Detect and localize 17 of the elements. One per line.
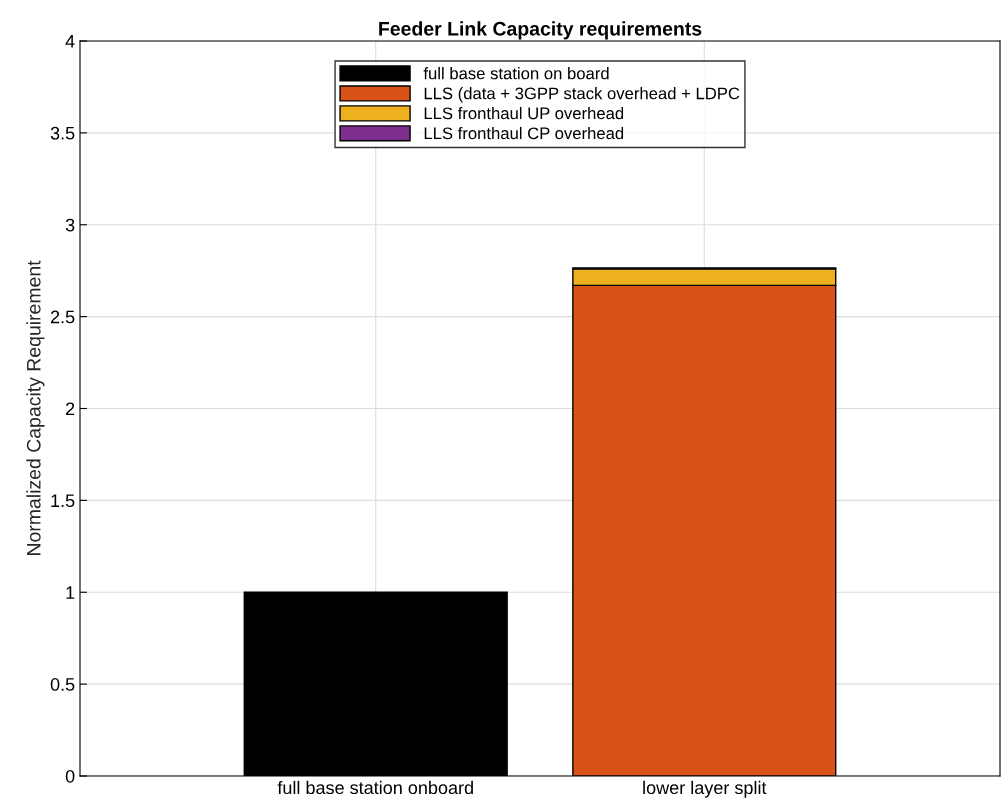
y-tick-label: 0.5 bbox=[50, 678, 75, 691]
y-tick-label: 3 bbox=[65, 218, 75, 232]
y-tick-label: 0 bbox=[65, 769, 75, 783]
legend-label: full base station on board bbox=[423, 67, 609, 80]
y-tick-label: 4 bbox=[65, 35, 75, 48]
y-tick-label: 2 bbox=[66, 402, 75, 416]
legend-label: LLS fronthaul CP overhead bbox=[424, 126, 624, 140]
legend-label: LLS (data + 3GPP stack overhead + LDPC bbox=[424, 87, 740, 103]
y-tick-label: 1 bbox=[66, 586, 75, 599]
y-tick-label: 2.5 bbox=[50, 310, 75, 324]
x-tick-label: full base station onboard bbox=[277, 780, 473, 795]
y-tick-label: 3.5 bbox=[50, 126, 75, 140]
chart-title: Feeder Link Capacity requirements bbox=[379, 21, 702, 40]
x-tick-label: lower layer split bbox=[643, 780, 767, 798]
y-tick-label: 1.5 bbox=[51, 494, 75, 508]
y-axis-title: Normalized Capacity Requirement bbox=[26, 260, 45, 555]
legend-label: LLS fronthaul UP overhead bbox=[424, 107, 624, 120]
